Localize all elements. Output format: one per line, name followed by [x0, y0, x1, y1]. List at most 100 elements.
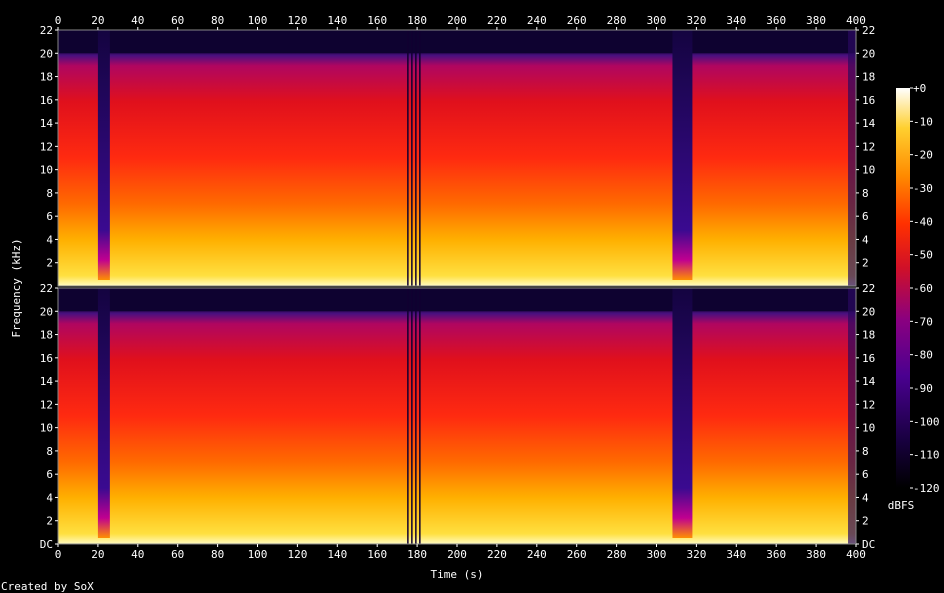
- x-tick-label: 360: [766, 548, 786, 561]
- x-tick-label: 240: [527, 14, 547, 27]
- x-tick-label: 180: [407, 548, 427, 561]
- y-tick-label: 10: [862, 164, 875, 177]
- y-tick-label: 8: [862, 187, 869, 200]
- gap-line: [415, 30, 417, 286]
- y-tick-label: 12: [862, 398, 875, 411]
- y-tick-label: 20: [40, 47, 53, 60]
- y-tick-label: 20: [862, 47, 875, 60]
- x-tick-label: 340: [726, 14, 746, 27]
- gap-line: [407, 30, 409, 286]
- y-axis-label: Frequency (kHz): [10, 238, 23, 337]
- spectrum-energy: [58, 288, 856, 544]
- colorbar-tick-label: -40: [913, 215, 933, 228]
- cutoff-band: [58, 288, 856, 312]
- y-tick-label: 8: [46, 187, 53, 200]
- y-tick-label: 18: [40, 329, 53, 342]
- x-tick-label: 160: [367, 14, 387, 27]
- x-tick-label: 360: [766, 14, 786, 27]
- x-tick-label: 60: [171, 14, 184, 27]
- colorbar-tick-label: -60: [913, 282, 933, 295]
- y-tick-label: 18: [40, 71, 53, 84]
- y-tick-label: 8: [862, 445, 869, 458]
- y-tick-label: 12: [40, 398, 53, 411]
- y-tick-label: 18: [862, 329, 875, 342]
- y-tick-label: 16: [40, 94, 53, 107]
- x-tick-label: 340: [726, 548, 746, 561]
- gap-line: [407, 288, 409, 544]
- colorbar-tick-label: -90: [913, 382, 933, 395]
- colorbar-tick-label: -20: [913, 149, 933, 162]
- gap-line: [419, 30, 421, 286]
- y-tick-label: 14: [862, 117, 876, 130]
- x-tick-label: 120: [287, 548, 307, 561]
- y-tick-label: 4: [46, 491, 53, 504]
- x-tick-label: 140: [327, 548, 347, 561]
- spectrum-energy: [58, 30, 856, 286]
- x-tick-label: 240: [527, 548, 547, 561]
- y-tick-label: 16: [862, 352, 875, 365]
- x-tick-label: 280: [607, 548, 627, 561]
- x-tick-label: 180: [407, 14, 427, 27]
- y-tick-label: 10: [40, 164, 53, 177]
- colorbar-tick-label: +0: [913, 82, 926, 95]
- x-tick-label: 100: [248, 14, 268, 27]
- channel-2-panel: [57, 287, 857, 545]
- dropout-region: [672, 30, 693, 280]
- y-tick-label: 20: [40, 305, 53, 318]
- y-tick-label: DC: [862, 538, 875, 551]
- colorbar-tick-label: -10: [913, 115, 933, 128]
- y-tick-label: 12: [40, 140, 53, 153]
- y-tick-label: 22: [862, 282, 875, 295]
- channel-1-panel: [57, 29, 857, 287]
- colorbar-tick-label: -100: [913, 415, 940, 428]
- gap-line: [411, 30, 413, 286]
- gap-line: [419, 288, 421, 544]
- y-tick-label: 10: [862, 422, 875, 435]
- colorbar-tick-label: -30: [913, 182, 933, 195]
- x-tick-label: 400: [846, 14, 866, 27]
- colorbar-tick-label: -120: [913, 482, 940, 495]
- y-tick-label: 8: [46, 445, 53, 458]
- x-tick-label: 140: [327, 14, 347, 27]
- colorbar-tick-label: -80: [913, 349, 933, 362]
- x-tick-label: 320: [686, 14, 706, 27]
- x-tick-label: 380: [806, 14, 826, 27]
- y-tick-label: 14: [40, 375, 54, 388]
- x-tick-label: 20: [91, 548, 104, 561]
- dropout-region: [672, 288, 693, 538]
- y-tick-label: 14: [862, 375, 876, 388]
- x-tick-label: 0: [55, 548, 62, 561]
- x-tick-label: 280: [607, 14, 627, 27]
- x-tick-label: 300: [647, 14, 667, 27]
- dropout-region: [97, 30, 110, 280]
- y-tick-label: 6: [862, 468, 869, 481]
- x-tick-label: 200: [447, 548, 467, 561]
- y-tick-label: 16: [40, 352, 53, 365]
- x-tick-label: 220: [487, 14, 507, 27]
- x-tick-label: 260: [567, 548, 587, 561]
- y-tick-label: 4: [862, 233, 869, 246]
- colorbar-tick-label: -50: [913, 249, 933, 262]
- x-tick-label: 0: [55, 14, 62, 27]
- x-tick-label: 320: [686, 548, 706, 561]
- y-tick-label: 14: [40, 117, 54, 130]
- x-tick-label: 40: [131, 14, 144, 27]
- y-tick-label: 4: [862, 491, 869, 504]
- fade-out: [848, 30, 856, 286]
- y-tick-label: DC: [40, 538, 53, 551]
- x-tick-label: 20: [91, 14, 104, 27]
- x-tick-label: 60: [171, 548, 184, 561]
- y-tick-label: 22: [40, 24, 53, 37]
- x-tick-label: 100: [248, 548, 268, 561]
- y-tick-label: 22: [40, 282, 53, 295]
- x-tick-label: 120: [287, 14, 307, 27]
- y-tick-label: 2: [46, 257, 53, 270]
- y-tick-label: 10: [40, 422, 53, 435]
- gap-line: [411, 288, 413, 544]
- fade-out: [848, 288, 856, 544]
- y-tick-label: 6: [862, 210, 869, 223]
- y-tick-label: 4: [46, 233, 53, 246]
- x-tick-label: 80: [211, 14, 224, 27]
- y-tick-label: 2: [46, 515, 53, 528]
- x-tick-label: 300: [647, 548, 667, 561]
